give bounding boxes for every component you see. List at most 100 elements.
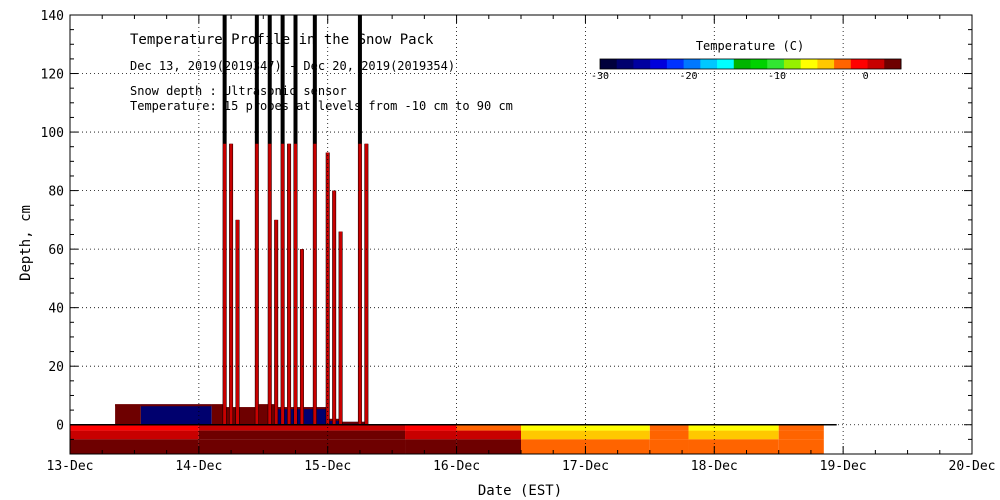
soil-band-cell [688,439,779,454]
y-tick-label: 40 [48,302,64,317]
x-tick-label: 18-Dec [691,459,738,474]
depth-spike-fill [358,143,362,425]
plot-frame [69,14,973,455]
x-tick-label: 17-Dec [562,459,609,474]
y-tick-label: 120 [41,68,64,83]
colorbar-tick-label: -20 [679,71,697,82]
depth-spike-fill [268,143,272,425]
colorbar-title: Temperature (C) [696,39,804,53]
soil-band-cell [649,430,689,440]
soil-band-cell [778,424,824,431]
colorbar-segment [884,59,902,69]
snow-surface-edge [140,404,212,407]
y-tick-label: 100 [41,126,64,141]
snow-surface-edge [211,404,225,407]
colorbar-ticks: -30 -20 -10 0 [591,71,869,82]
soil-band-cell [649,439,689,454]
depth-spike-fill [300,249,304,425]
soil-band-cell [456,439,521,454]
soil-band-cell [198,424,406,431]
x-tick-label: 14-Dec [175,459,222,474]
colorbar-tick-label: -10 [768,71,786,82]
soil-band-cell [405,424,457,431]
snow-depth-block [256,404,277,425]
x-tick-label: 19-Dec [820,459,867,474]
depth-spike-fill [281,143,285,425]
snow-surface-edge [340,421,367,424]
colorbar-segment [750,59,768,69]
soil-band-cell [456,430,521,440]
soil-band-cell [778,439,824,454]
y-axis-label: Depth, cm [18,205,34,281]
depth-spike-fill [287,143,291,425]
chart-title: Temperature Profile in the Snow Pack [130,32,434,48]
colorbar-tick-label: 0 [863,71,869,82]
colorbar-segment [783,59,802,69]
temperature-colorbar [599,58,902,70]
colorbar-segment [650,59,668,69]
y-tick-label: 80 [48,185,64,200]
colorbar-segment [850,59,869,69]
depth-spike-fill [364,143,368,425]
soil-band-cell [688,424,779,431]
x-axis-tick-labels: 13-Dec 14-Dec 15-Dec 16-Dec 17-Dec 18-Dec 19-D… [47,459,996,474]
snow-depth-spikes [222,15,369,425]
colorbar-frame [599,58,902,70]
colorbar-segment [700,59,718,69]
y-tick-label: 20 [48,360,64,375]
soil-band-cell [405,439,457,454]
colorbar-segment [717,59,735,69]
chart-subtitle: Dec 13, 2019(2019347) - Dec 20, 2019(201… [130,59,455,73]
snow-surface-edge [256,404,277,407]
colorbar-segment [767,59,785,69]
colorbar-tick-label: -30 [591,71,609,82]
colorbar-segment [733,59,751,69]
soil-band-cell [70,424,199,431]
colorbar-segment [817,59,835,69]
colorbar-segment [867,59,885,69]
depth-spike-fill [326,152,330,425]
colorbar-segment [683,59,701,69]
colorbar-segment [800,59,818,69]
snow-surface-edge [115,404,141,407]
depth-spike-fill [229,143,233,425]
x-axis-label: Date (EST) [478,483,562,499]
colorbar-segment [616,59,634,69]
soil-band-cell [198,430,406,440]
x-tick-label: 13-Dec [47,459,94,474]
depth-spike-fill [313,143,317,425]
colorbar-segment [666,59,685,69]
y-axis-tick-labels: 0 20 40 60 80 100 120 140 [41,9,64,434]
snow-depth-block [115,404,141,425]
y-tick-label: 0 [56,419,64,434]
depth-spike-fill [274,219,278,425]
depth-spike-fill [255,143,259,425]
colorbar-segment [834,59,852,69]
soil-band-cell [521,430,650,440]
y-tick-label: 140 [41,9,64,24]
snow-depth-block [140,404,212,425]
grid-lines [70,15,972,454]
annotation-temperature: Temperature: 15 probes at levels from -1… [130,99,513,113]
soil-band-cell [649,424,689,431]
depth-spike-fill [339,231,343,425]
annotation-snow-depth: Snow depth : Ultrasonic sensor [130,84,347,98]
depth-spike-fill [294,143,297,425]
snow-depth-block [211,404,225,425]
snow-surface-edge [224,407,257,410]
axis-ticks [69,14,973,455]
soil-band-cell [198,439,406,454]
x-tick-label: 15-Dec [304,459,351,474]
x-tick-label: 16-Dec [433,459,480,474]
soil-band-cell [688,430,779,440]
soil-band-cell [70,430,199,440]
colorbar-segment [600,59,618,69]
soil-temperature-layer [70,424,824,454]
soil-band-cell [456,424,521,431]
y-tick-label: 60 [48,243,64,258]
x-tick-label: 20-Dec [949,459,996,474]
depth-spike-fill [223,143,227,425]
soil-band-cell [778,430,824,440]
colorbar-segment [633,59,651,69]
